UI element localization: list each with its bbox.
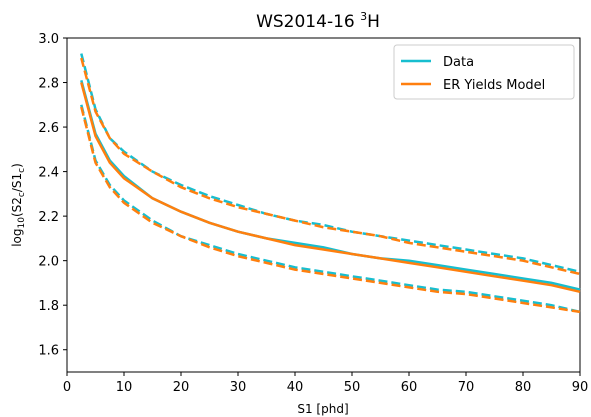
legend-label-data: Data — [443, 55, 474, 70]
x-tick-label: 90 — [572, 380, 589, 395]
series-line-data-median — [80, 79, 581, 291]
x-tick-label: 50 — [344, 380, 361, 395]
y-tick-label: 1.6 — [38, 344, 59, 359]
y-tick-label: 2.4 — [38, 166, 59, 181]
y-tick-label: 2.6 — [38, 121, 59, 136]
y-tick-label: 2.0 — [38, 255, 59, 270]
x-tick-label: 60 — [401, 380, 418, 395]
legend: Data ER Yields Model — [393, 44, 575, 100]
chart-title: WS2014-16 3H — [256, 10, 380, 32]
series-line-er-yields-model-lower — [80, 106, 581, 314]
x-tick-label: 40 — [287, 380, 304, 395]
x-tick-label: 10 — [116, 380, 133, 395]
x-tick-label: 70 — [458, 380, 475, 395]
series-line-data-lower — [80, 104, 581, 314]
y-tick-label: 2.8 — [38, 77, 59, 92]
y-tick-label: 3.0 — [38, 32, 59, 47]
series-line-er-yields-model-upper — [80, 57, 581, 276]
x-tick-label: 20 — [173, 380, 190, 395]
legend-label-er-yields-model: ER Yields Model — [443, 78, 545, 93]
x-tick-label: 0 — [63, 380, 71, 395]
plot-frame — [66, 37, 581, 373]
x-tick-label: 80 — [515, 380, 532, 395]
y-tick-label: 1.8 — [38, 299, 59, 314]
x-tick-label: 30 — [230, 380, 247, 395]
y-tick-label: 2.2 — [38, 210, 59, 225]
y-axis-label: log10(S2c/S1c) — [10, 163, 27, 247]
series-layer — [80, 53, 581, 314]
legend-box — [393, 44, 575, 100]
x-axis-ticks: 0 10 20 30 40 50 60 70 80 90 — [63, 372, 588, 395]
x-axis-label: S1 [phd] — [297, 402, 348, 416]
y-axis-ticks: 1.6 1.8 2.0 2.2 2.4 2.6 2.8 3.0 — [38, 32, 67, 359]
series-line-er-yields-model-median — [80, 82, 581, 294]
